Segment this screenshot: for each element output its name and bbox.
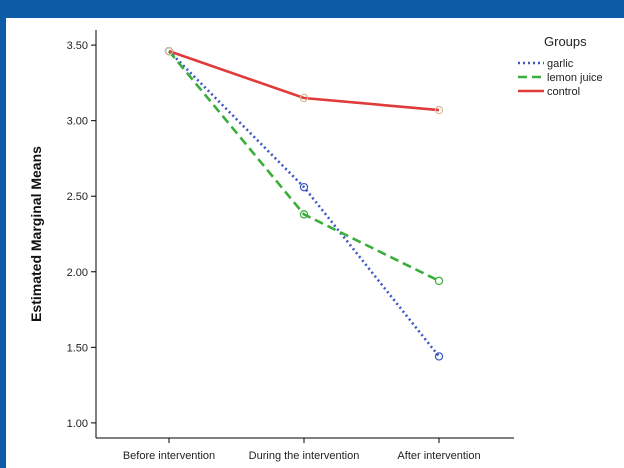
chart-frame: 1.00 1.50 2.00 2.50 3.00 3.50 Before interven…	[6, 18, 624, 468]
y-tick-label: 3.00	[67, 116, 88, 128]
plot-area	[95, 30, 514, 439]
line-chart: 1.00 1.50 2.00 2.50 3.00 3.50 Before interven…	[28, 30, 603, 462]
y-tick-label: 1.00	[67, 418, 88, 430]
data-point-garlic	[434, 352, 444, 361]
data-point-lemon-juice	[299, 210, 309, 219]
y-tick-label: 3.50	[67, 40, 88, 52]
y-axis-ticks: 1.00 1.50 2.00 2.50 3.00 3.50	[67, 40, 96, 430]
x-tick-label: Before intervention	[123, 450, 215, 462]
y-axis-title: Estimated Marginal Means	[28, 146, 44, 322]
y-tick-label: 2.00	[67, 267, 88, 279]
legend-label: garlic	[547, 58, 574, 70]
data-point-control	[299, 93, 309, 103]
series-lines	[164, 46, 444, 361]
data-point-control	[434, 105, 444, 115]
legend: Groups garlic lemon juice control	[518, 34, 603, 98]
series-line-garlic	[168, 50, 441, 358]
series-line-lemon-juice	[167, 50, 440, 283]
y-tick-label: 1.50	[67, 342, 88, 354]
y-tick-label: 2.50	[67, 191, 88, 203]
data-point-control	[164, 46, 174, 56]
x-tick-label: After intervention	[397, 450, 480, 462]
data-point-lemon-juice	[434, 276, 444, 286]
x-tick-label: During the intervention	[249, 450, 360, 462]
x-axis-ticks: Before intervention During the interventi…	[123, 438, 481, 462]
data-point-garlic	[299, 182, 309, 192]
legend-label: control	[547, 86, 580, 98]
legend-title: Groups	[544, 34, 587, 49]
legend-label: lemon juice	[547, 72, 603, 84]
series-line-control	[168, 49, 440, 112]
